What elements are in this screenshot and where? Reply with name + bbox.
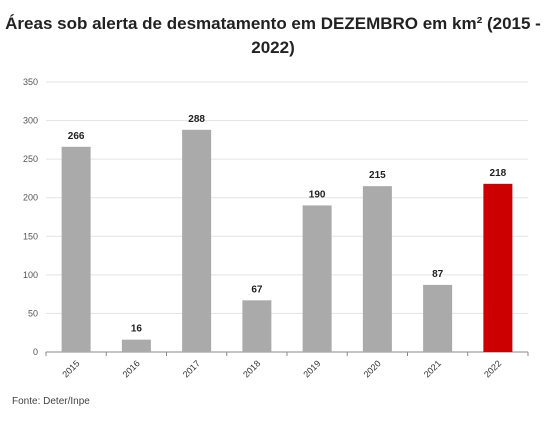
x-tick-label-2015: 2015 [60, 358, 81, 379]
y-tick-label: 200 [23, 193, 38, 203]
data-label-2015: 266 [68, 131, 85, 142]
source-note: Fonte: Deter/Inpe [12, 396, 90, 407]
data-label-2020: 215 [369, 170, 386, 181]
x-tick-label-2017: 2017 [181, 358, 202, 379]
bar-2016 [121, 339, 151, 352]
data-label-2017: 288 [188, 114, 205, 125]
y-tick-label: 350 [23, 77, 38, 87]
bar-2015 [61, 146, 91, 352]
x-tick-label-2016: 2016 [121, 358, 142, 379]
x-tick-label-2021: 2021 [422, 358, 443, 379]
bar-2019 [302, 205, 332, 352]
data-label-2018: 67 [251, 284, 263, 295]
bar-2022 [483, 183, 513, 352]
bar-2017 [182, 129, 212, 352]
y-tick-label: 250 [23, 154, 38, 164]
data-label-2021: 87 [432, 269, 444, 280]
data-label-2022: 218 [490, 168, 507, 179]
bar-2021 [423, 284, 453, 352]
chart-title: Áreas sob alerta de desmatamento em DEZE… [0, 12, 546, 60]
x-tick-label-2019: 2019 [301, 358, 322, 379]
x-tick-label-2022: 2022 [482, 358, 503, 379]
bar-2018 [242, 300, 272, 352]
y-tick-label: 300 [23, 116, 38, 126]
data-label-2016: 16 [131, 324, 143, 335]
data-label-2019: 190 [309, 189, 326, 200]
chart-title-line-1: Áreas sob alerta de desmatamento em DEZE… [5, 14, 541, 33]
y-tick-label: 100 [23, 270, 38, 280]
chart-title-line-2: 2022) [251, 38, 295, 57]
y-tick-label: 150 [23, 231, 38, 241]
y-tick-label: 50 [28, 308, 38, 318]
bar-2020 [362, 186, 392, 352]
y-tick-label: 0 [33, 347, 38, 357]
x-tick-label-2018: 2018 [241, 358, 262, 379]
x-tick-label-2020: 2020 [362, 358, 383, 379]
